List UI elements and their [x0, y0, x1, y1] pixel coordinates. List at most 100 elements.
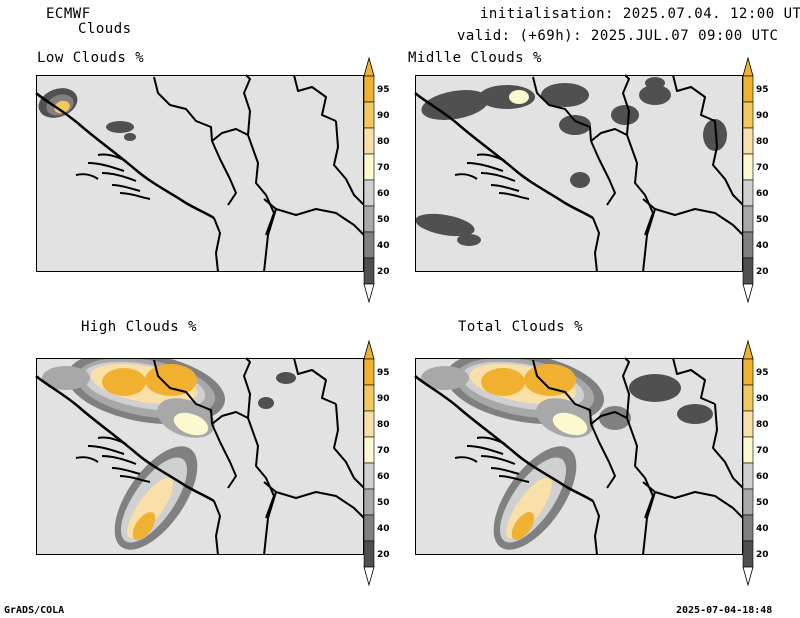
cloud-area [421, 366, 469, 390]
cloud-area [541, 83, 589, 107]
colorbar-bin [742, 179, 754, 207]
colorbar-bin [742, 75, 754, 103]
colorbar-bin [363, 462, 375, 490]
colorbar-label: 80 [377, 420, 390, 430]
cloud-area [457, 234, 481, 246]
colorbar-label: 95 [756, 85, 769, 95]
country-border [243, 74, 251, 136]
colorbar-underflow-triangle [363, 566, 375, 587]
cloud-area [559, 115, 591, 135]
colorbar-middle: 95 90 80 70 60 50 40 20 [742, 56, 769, 304]
colorbar-bin [742, 514, 754, 542]
valid-time: valid: (+69h): 2025.JUL.07 09:00 UTC [457, 28, 779, 44]
panel-title-middle: Midlle Clouds % [408, 50, 542, 66]
colorbar-label: 95 [756, 368, 769, 378]
coastline [414, 92, 594, 220]
colorbar-bin [363, 410, 375, 438]
island-outline [75, 173, 99, 180]
colorbar-bin [742, 488, 754, 516]
country-border [672, 357, 716, 405]
cloud-area [570, 172, 590, 188]
colorbar-label: 70 [377, 163, 390, 173]
cloud-area [599, 406, 631, 430]
colorbar-label: 40 [377, 524, 390, 534]
map-frame [415, 75, 743, 272]
colorbar-label: 50 [756, 498, 769, 508]
colorbar-bin [742, 127, 754, 155]
cloud-area [611, 105, 639, 125]
island-outline [480, 455, 516, 465]
coastline [414, 375, 594, 503]
country-border [532, 76, 592, 142]
country-border [153, 76, 213, 142]
island-outline [97, 153, 127, 162]
island-outline [75, 456, 99, 463]
map-middle-clouds [414, 74, 744, 273]
colorbar-underflow-triangle [742, 566, 754, 587]
colorbar-bin [742, 410, 754, 438]
country-border [590, 411, 628, 425]
model-name: ECMWF [46, 6, 91, 22]
cloud-area [42, 366, 90, 390]
cloud-area [629, 374, 681, 402]
colorbar-underflow-triangle [363, 283, 375, 304]
colorbar-label: 20 [377, 267, 390, 277]
country-border [213, 217, 221, 273]
island-outline [498, 475, 530, 483]
coastline [35, 375, 215, 503]
island-outline [119, 192, 151, 200]
colorbar-bin [363, 384, 375, 412]
cloud-area [173, 412, 209, 436]
island-outline [476, 153, 506, 162]
island-outline [490, 184, 520, 192]
colorbar-overflow-triangle [363, 56, 375, 77]
country-border [333, 120, 365, 206]
colorbar-label: 40 [756, 524, 769, 534]
island-outline [97, 436, 127, 445]
map-frame [36, 358, 364, 555]
country-border [592, 500, 600, 556]
cloud-area [132, 512, 156, 540]
colorbar-label: 95 [377, 85, 390, 95]
country-border [590, 140, 616, 206]
colorbar-label: 40 [756, 241, 769, 251]
colorbar-total: 95 90 80 70 60 50 40 20 [742, 339, 769, 587]
colorbar-bin [742, 153, 754, 181]
colorbar-overflow-triangle [742, 56, 754, 77]
colorbar-bin [742, 462, 754, 490]
cloud-area [677, 404, 713, 424]
colorbar-bin [363, 540, 375, 568]
map-frame [415, 358, 743, 555]
country-border [243, 357, 251, 419]
footer-timestamp: 2025-07-04-18:48 [676, 605, 773, 616]
cloud-area [481, 368, 525, 396]
country-border [211, 411, 249, 425]
colorbar-label: 70 [377, 446, 390, 456]
country-border [213, 500, 221, 556]
colorbar-underflow-triangle [742, 283, 754, 304]
cloud-area [124, 133, 136, 141]
cloud-area [509, 90, 529, 104]
island-outline [101, 172, 137, 182]
colorbar-label: 50 [377, 498, 390, 508]
colorbar-label: 95 [377, 368, 390, 378]
colorbar-label: 40 [377, 241, 390, 251]
country-border [293, 74, 337, 122]
colorbar-overflow-triangle [363, 339, 375, 360]
colorbar-label: 20 [756, 550, 769, 560]
colorbar-label: 60 [377, 472, 390, 482]
cloud-area [54, 100, 70, 114]
colorbar-bin [363, 179, 375, 207]
map-total-clouds [414, 357, 744, 556]
island-outline [498, 192, 530, 200]
island-outline [101, 455, 137, 465]
colorbar-bin [363, 257, 375, 285]
island-outline [87, 162, 125, 172]
colorbar-bin [363, 436, 375, 464]
island-outline [119, 475, 151, 483]
map-frame [36, 75, 364, 272]
panel-title-low: Low Clouds % [37, 50, 145, 66]
cloud-area [415, 213, 475, 237]
country-border [642, 208, 656, 273]
colorbar-label: 80 [377, 137, 390, 147]
